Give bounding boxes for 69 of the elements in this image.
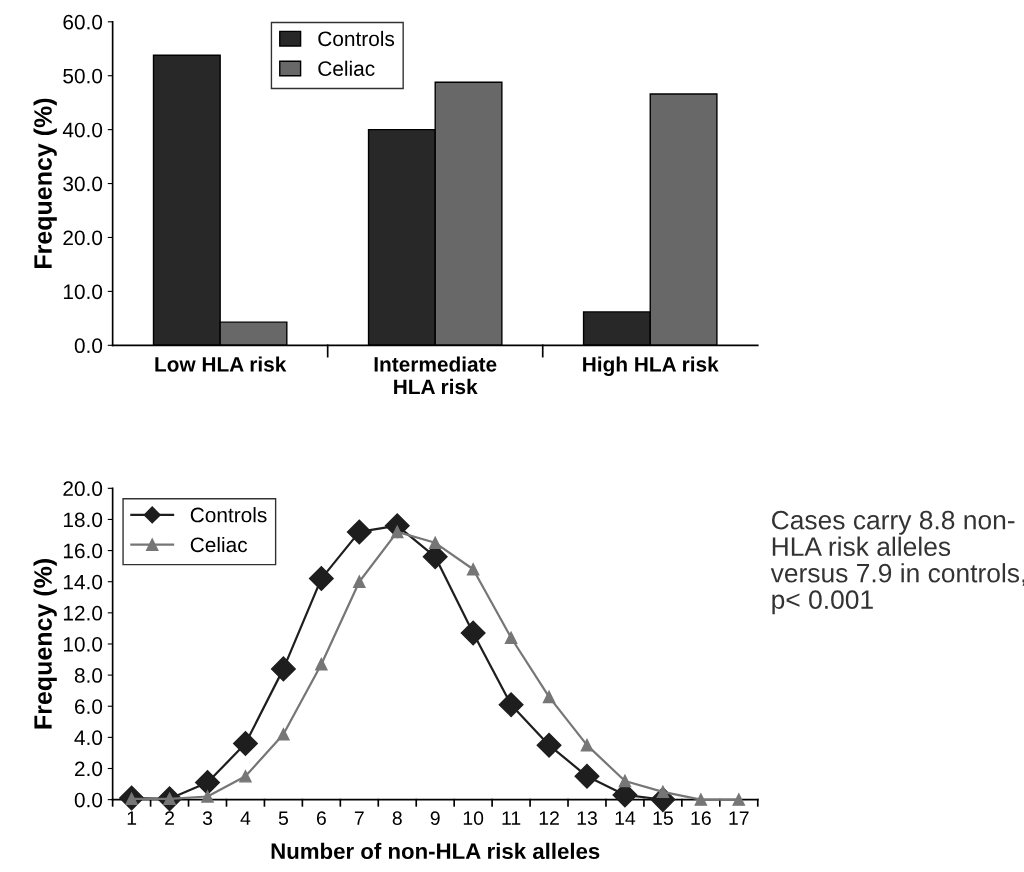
y-tick-label: 8.0 xyxy=(74,668,103,683)
x-tick-label: 17 xyxy=(729,811,749,825)
y-tick-label: 12.0 xyxy=(63,605,103,621)
point xyxy=(270,656,296,682)
point xyxy=(232,731,258,757)
point xyxy=(732,793,746,806)
y-tick-label: 20.0 xyxy=(63,481,103,497)
y-tick-label: 6.0 xyxy=(75,699,103,714)
x-tick-label: 3 xyxy=(202,811,213,826)
y-axis-title: Frequency (%) xyxy=(33,98,57,269)
point xyxy=(201,790,214,803)
x-tick-label: 13 xyxy=(577,811,597,826)
x-tick-label: 1 xyxy=(127,811,137,825)
x-tick-label: 4 xyxy=(240,811,251,825)
y-tick-label: 40.0 xyxy=(62,122,103,138)
point xyxy=(504,631,518,644)
x-tick-label: 8 xyxy=(392,811,402,826)
legend-label: Celiac xyxy=(190,536,248,553)
legend-label: Controls xyxy=(190,507,267,523)
x-tick-label: Intermediate HLA risk xyxy=(374,356,497,395)
point xyxy=(580,738,594,752)
x-tick-label: 2 xyxy=(165,811,174,825)
x-tick-label: 12 xyxy=(539,811,559,825)
point xyxy=(618,774,632,788)
point xyxy=(346,519,372,545)
text: Cases carry 8.8 non- HLA risk alleles versus 7.9 in controls, p< 0.001 xyxy=(770,510,1024,615)
point xyxy=(498,692,524,718)
y-tick-label: 60.0 xyxy=(63,14,103,30)
x-tick-label: 10 xyxy=(463,811,484,826)
x-tick-label: 15 xyxy=(653,811,673,826)
x-tick-label: 5 xyxy=(278,811,288,826)
point xyxy=(574,763,600,789)
point xyxy=(466,563,480,576)
point xyxy=(460,620,486,646)
y-tick-label: 30.0 xyxy=(63,176,103,192)
x-tick-label: 11 xyxy=(502,811,521,825)
point xyxy=(656,785,670,799)
point xyxy=(353,575,366,588)
y-tick-label: 10.0 xyxy=(63,284,103,300)
point xyxy=(536,732,562,758)
y-tick-label: 0.0 xyxy=(74,338,103,354)
y-tick-label: 50.0 xyxy=(63,68,103,84)
legend-label: Celiac xyxy=(318,60,375,76)
x-tick-label: 14 xyxy=(615,811,636,825)
point xyxy=(428,536,442,550)
point xyxy=(195,770,220,795)
y-axis-title: Frequency (%) xyxy=(33,559,57,729)
point xyxy=(277,727,290,741)
point xyxy=(694,793,708,806)
point xyxy=(542,690,556,704)
x-tick-label: 6 xyxy=(316,811,326,826)
point xyxy=(239,770,252,783)
y-tick-label: 0.0 xyxy=(74,792,103,808)
legend-label: Controls xyxy=(318,30,395,47)
point xyxy=(315,657,328,671)
point xyxy=(308,566,334,592)
y-tick-label: 14.0 xyxy=(63,574,103,590)
y-tick-label: 16.0 xyxy=(63,543,103,559)
y-tick-label: 4.0 xyxy=(74,730,103,746)
y-tick-label: 10.0 xyxy=(63,636,103,652)
x-tick-label: 9 xyxy=(430,811,440,826)
x-axis-title: Number of non-HLA risk alleles xyxy=(271,842,600,860)
y-tick-label: 20.0 xyxy=(63,230,103,246)
x-tick-label: 16 xyxy=(691,811,711,826)
x-tick-label: Low HLA risk xyxy=(155,356,287,372)
x-tick-label: 7 xyxy=(354,811,364,825)
y-tick-label: 2.0 xyxy=(75,761,103,777)
y-tick-label: 18.0 xyxy=(63,512,103,528)
x-tick-label: High HLA risk xyxy=(583,356,719,376)
